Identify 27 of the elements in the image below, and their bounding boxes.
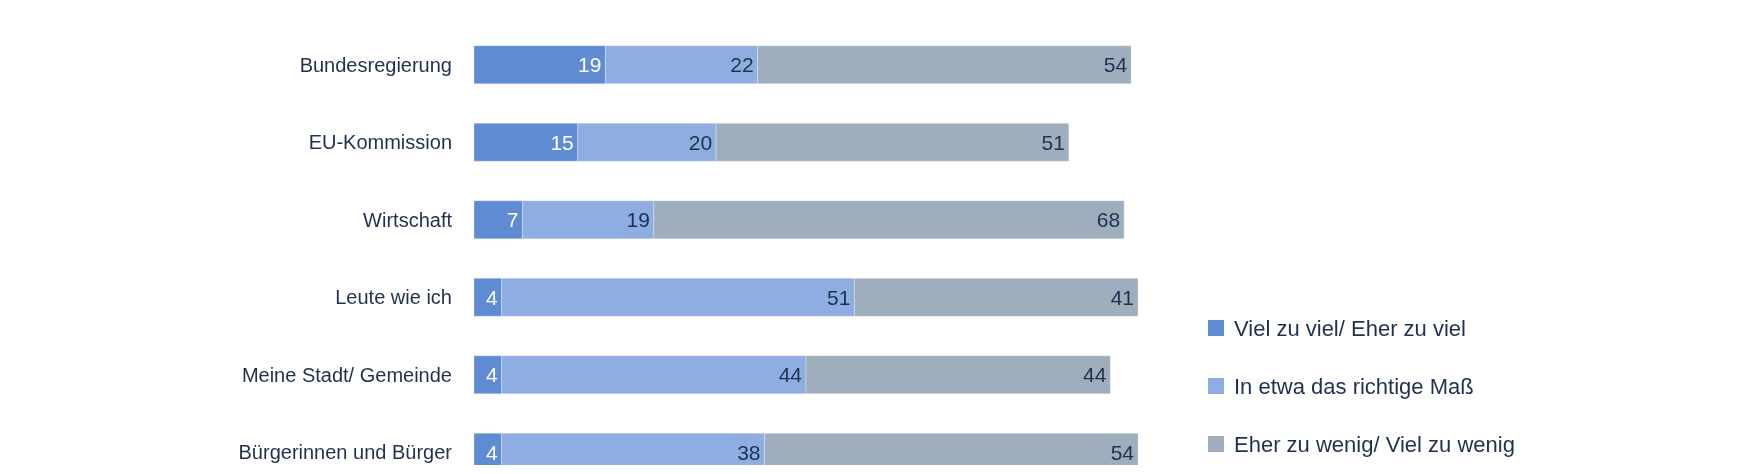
data-label: 4 [485,363,498,387]
data-label: 54 [1110,440,1135,464]
data-label: 7 [506,208,519,232]
legend-label: In etwa das richtige Maß [1234,373,1474,399]
data-label: 38 [737,440,761,464]
y-tick-label: Wirtschaft [363,208,453,231]
data-label: 15 [550,130,574,154]
data-label: 44 [778,363,803,387]
data-label: 19 [626,208,650,232]
data-label: 4 [485,440,498,464]
y-tick-label: EU-Kommission [308,131,452,154]
y-tick-label: Meine Stadt/ Gemeinde [241,363,452,386]
data-label: 51 [827,285,851,309]
y-tick-label: Bundesregierung [299,53,452,76]
y-tick-label: Bürgerinnen und Bürger [238,441,453,464]
data-label: 19 [578,53,602,77]
legend-label: Viel zu viel/ Eher zu viel [1234,315,1466,341]
data-label: 54 [1103,53,1128,77]
data-label: 4 [485,285,498,309]
data-label: 44 [1082,363,1107,387]
data-label: 41 [1110,285,1134,309]
data-label: 22 [730,53,754,77]
y-tick-label: Leute wie ich [335,286,452,309]
legend-label: Eher zu wenig/ Viel zu wenig [1234,431,1515,457]
data-label: 20 [688,130,713,154]
data-label: 68 [1096,208,1121,232]
data-label: 51 [1041,130,1065,154]
